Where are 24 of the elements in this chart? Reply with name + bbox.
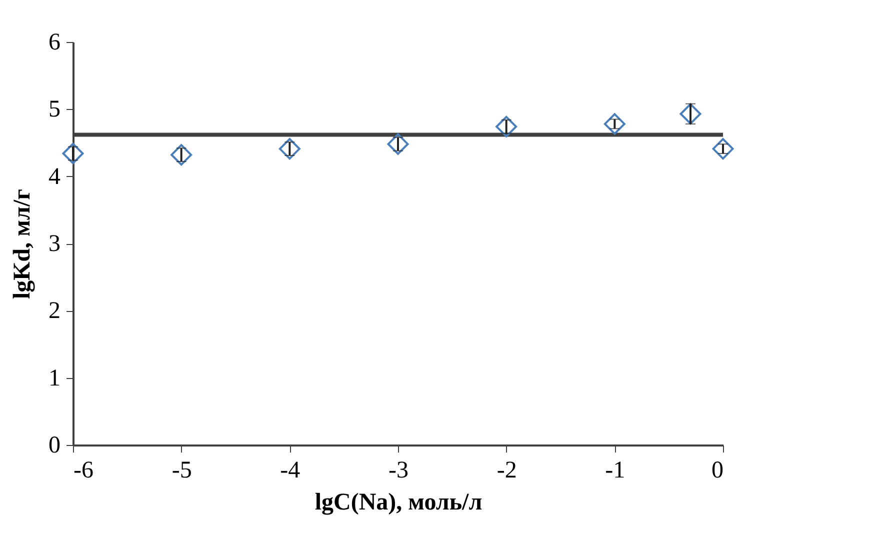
point (680, 103, 702, 125)
point (496, 116, 518, 138)
x-tick-label: -3 (388, 458, 408, 484)
x-tick-label: -5 (172, 458, 192, 484)
y-tick-label: 1 (48, 365, 60, 392)
point (604, 113, 626, 135)
x-tick-label: -6 (74, 458, 94, 484)
point (712, 138, 734, 160)
point (278, 138, 300, 160)
x-tick-label: -4 (280, 458, 300, 484)
y-axis-title: lgKd, мл/г (10, 188, 36, 300)
x-axis-title: lgC(Na), моль/л (314, 490, 482, 516)
y-tick-label: 6 (48, 30, 60, 56)
x-tick-label: -2 (496, 458, 517, 484)
x-tick-label: -1 (605, 458, 626, 484)
y-tick-label: 4 (48, 164, 60, 190)
point (170, 144, 192, 166)
x-tick-label: 0 (712, 458, 724, 484)
y-tick-label: 0 (48, 432, 60, 458)
point (387, 133, 409, 155)
y-tick-label: 2 (48, 298, 60, 324)
y-tick-label: 5 (48, 96, 60, 123)
point (62, 142, 84, 164)
y-tick-label: 3 (48, 231, 60, 257)
